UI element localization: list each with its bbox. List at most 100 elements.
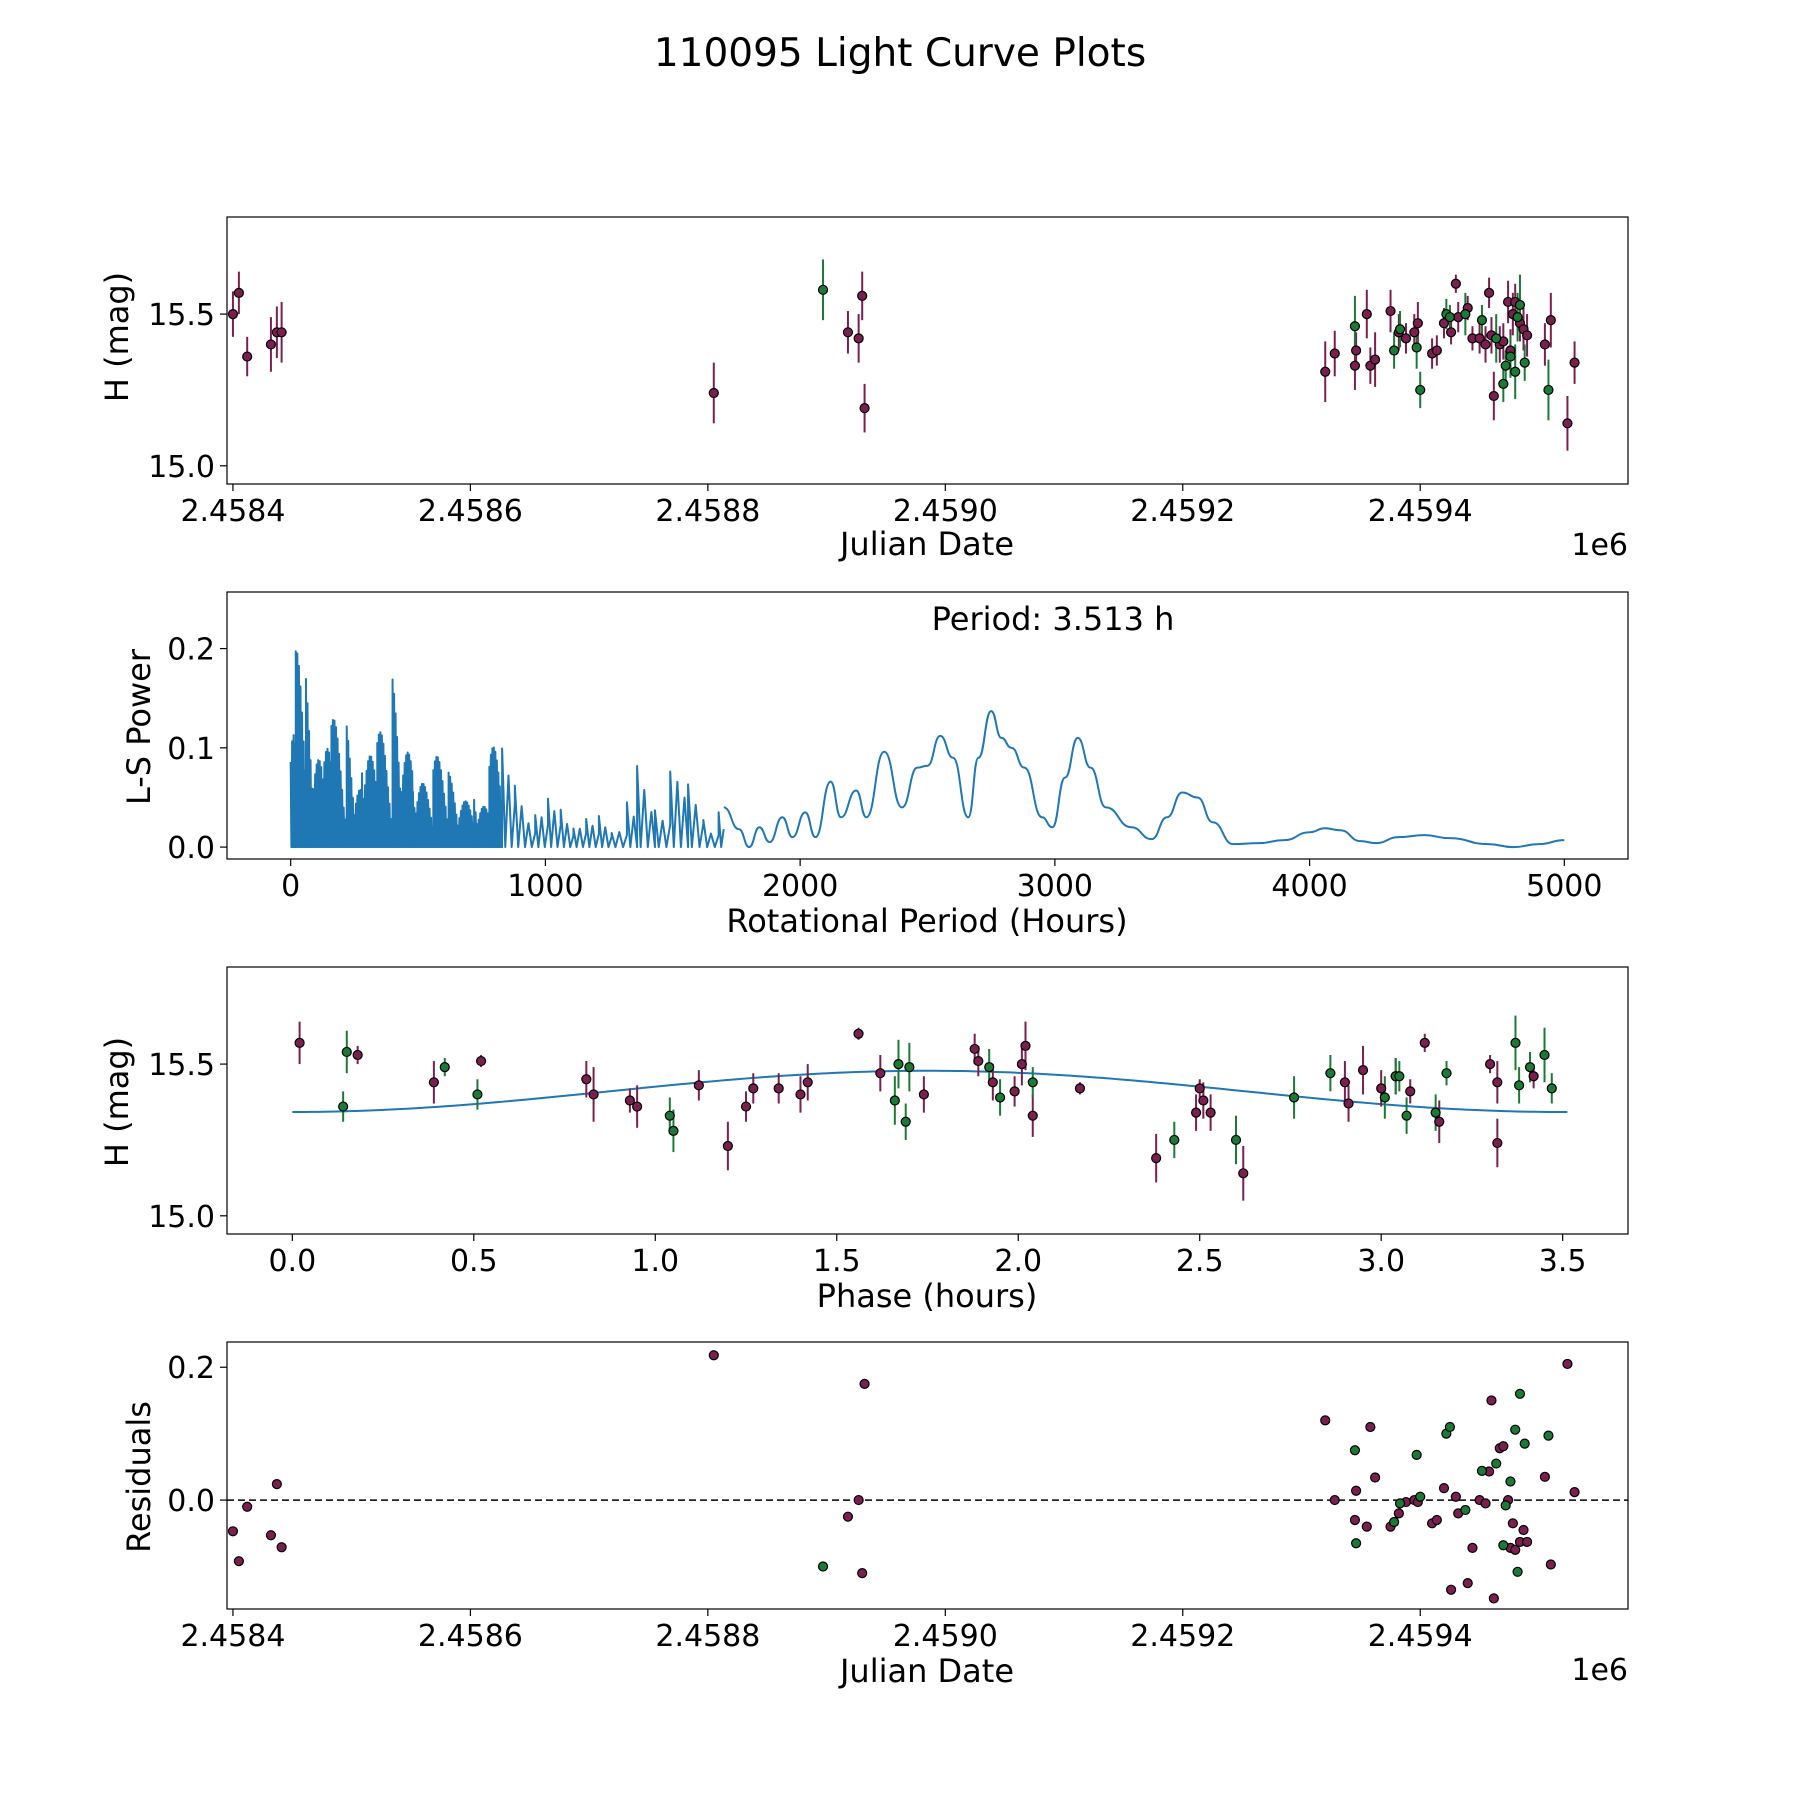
periodogram-dense-line: [289, 650, 725, 849]
phased-ylabel: H (mag): [98, 1037, 136, 1167]
phased-point-purple: [1190, 1107, 1202, 1118]
phased-point-green: [1230, 1134, 1242, 1146]
residuals-point-purple: [1370, 1472, 1381, 1483]
phased-point-green: [668, 1125, 679, 1136]
residuals-point-green: [1543, 1430, 1554, 1441]
lightcurve-point-purple: [1539, 339, 1550, 350]
residuals-point-green: [1498, 1540, 1509, 1551]
residuals-point-purple: [1521, 1536, 1533, 1548]
phased-point-purple: [853, 1028, 864, 1039]
lightcurve-point-green: [1510, 366, 1521, 377]
phased-point-purple: [773, 1083, 784, 1094]
phased-point-purple: [1151, 1153, 1162, 1164]
lightcurve-xtick-label: 2.4590: [893, 494, 998, 529]
residuals-point-purple: [1569, 1487, 1580, 1498]
residuals-point-green: [1351, 1538, 1362, 1549]
lightcurve-point-purple: [1349, 360, 1361, 371]
phased-point-purple: [795, 1089, 806, 1100]
lightcurve-point-purple: [1431, 345, 1442, 356]
lightcurve-ytick-label: 15.0: [148, 450, 215, 485]
residuals-point-purple: [1510, 1544, 1521, 1555]
phased-point-green: [338, 1101, 349, 1112]
lightcurve-point-purple: [1361, 308, 1372, 320]
lightcurve-point-green: [1444, 312, 1456, 323]
residuals-point-purple: [1539, 1471, 1550, 1482]
periodogram-xtick-label: 2000: [762, 869, 838, 904]
lightcurve-point-purple: [1545, 315, 1556, 326]
residuals-point-purple: [1462, 1577, 1473, 1589]
lightcurve-point-purple: [1483, 287, 1495, 298]
residuals-point-green: [1510, 1424, 1521, 1435]
residuals-point-green: [1444, 1421, 1456, 1433]
lightcurve-point-purple: [859, 403, 870, 414]
phased-point-green: [1288, 1092, 1300, 1103]
residuals-point-green: [1500, 1500, 1511, 1511]
phased-point-green: [1510, 1037, 1521, 1048]
phased-point-purple: [475, 1055, 487, 1067]
residuals-xtick-label: 2.4592: [1130, 1619, 1235, 1654]
residuals-point-purple: [271, 1479, 282, 1490]
phased-point-purple: [1074, 1083, 1086, 1094]
period-annotation: Period: 3.513 h: [932, 600, 1175, 638]
phased-point-purple: [748, 1083, 759, 1094]
lightcurve-xtick-label: 2.4584: [180, 494, 285, 529]
residuals-point-purple: [1351, 1485, 1362, 1496]
lightcurve-point-purple: [857, 290, 868, 301]
phased-point-purple: [802, 1077, 813, 1088]
phased-point-purple: [624, 1095, 635, 1106]
phased-xtick-label: 2.5: [1176, 1244, 1224, 1279]
lightcurve-point-purple: [1320, 366, 1331, 377]
residuals-xtick-label: 2.4584: [180, 1619, 285, 1654]
lightcurve-xlabel: Julian Date: [838, 525, 1014, 563]
residuals-point-purple: [1431, 1514, 1442, 1526]
phased-point-green: [893, 1058, 904, 1070]
phased-point-green: [1524, 1062, 1536, 1073]
phased-point-green: [1169, 1134, 1180, 1146]
residuals-point-purple: [859, 1378, 870, 1389]
lightcurve-point-purple: [1329, 348, 1340, 359]
lightcurve-point-purple: [242, 351, 253, 362]
phased-point-purple: [1339, 1077, 1350, 1088]
residuals-x-multiplier: 1e6: [1571, 1653, 1628, 1688]
residuals-frame: [226, 1341, 1629, 1610]
periodogram-ylabel: L-S Power: [120, 648, 158, 805]
phased-point-purple: [693, 1080, 704, 1091]
phased-point-purple: [973, 1055, 984, 1067]
residuals-point-green: [1512, 1566, 1523, 1577]
residuals-point-green: [1460, 1504, 1471, 1516]
lightcurve-point-purple: [1480, 339, 1491, 350]
phased-point-purple: [1376, 1083, 1387, 1094]
phased-point-green: [1441, 1068, 1452, 1079]
phased-point-purple: [918, 1089, 929, 1100]
phased-point-green: [341, 1046, 352, 1058]
lightcurve-plot-area: 2.4584 2.4586 2.4588 2.4590 2.4592 2.4594 15.0…: [148, 216, 1629, 529]
lightcurve-point-green: [1505, 351, 1516, 362]
periodogram-ytick-label: 0.1: [167, 732, 215, 767]
residuals-point-purple: [242, 1501, 253, 1512]
phased-point-purple: [1020, 1040, 1031, 1051]
phased-point-purple: [1343, 1098, 1354, 1109]
residuals-point-purple: [1438, 1483, 1450, 1494]
panel-residuals: 2.4584 2.4586 2.4588 2.4590 2.4592 2.4594 0.0 0…: [120, 1341, 1629, 1690]
phased-point-green: [1539, 1049, 1550, 1061]
periodogram-frame: [226, 591, 1629, 860]
phased-point-purple: [588, 1089, 599, 1100]
residuals-point-purple: [233, 1556, 244, 1567]
lightcurve-point-purple: [1521, 330, 1533, 341]
lightcurve-point-purple: [1450, 278, 1461, 289]
phased-model-curve: [292, 1069, 1568, 1114]
phased-point-green: [1394, 1071, 1405, 1082]
lightcurve-point-purple: [276, 327, 287, 338]
residuals-point-green: [1349, 1445, 1361, 1456]
phased-point-green: [900, 1116, 911, 1127]
phased-point-purple: [969, 1043, 980, 1055]
lightcurve-point-purple: [1351, 345, 1362, 356]
residuals-ytick-label: 0.2: [167, 1351, 215, 1386]
lightcurve-point-green: [1519, 357, 1530, 368]
residuals-point-green: [1415, 1491, 1426, 1502]
panel-lightcurve: 2.4584 2.4586 2.4588 2.4590 2.4592 2.4594 15.0…: [98, 216, 1629, 563]
phased-frame: [226, 966, 1629, 1235]
periodogram-xlabel: Rotational Period (Hours): [726, 902, 1127, 940]
phased-point-purple: [1016, 1058, 1027, 1070]
phased-point-purple: [987, 1077, 998, 1088]
